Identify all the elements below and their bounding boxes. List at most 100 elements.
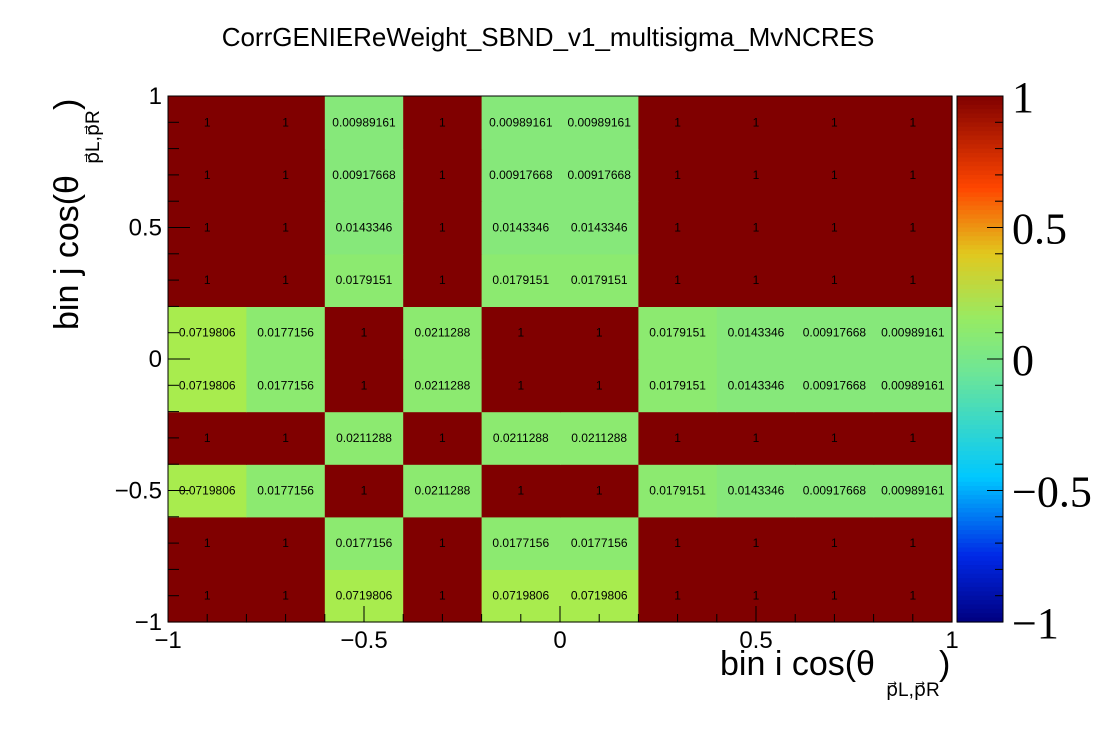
- heatmap-cell: [873, 306, 953, 360]
- color-scale-segment: [957, 223, 1003, 229]
- color-scale-segment: [957, 170, 1003, 176]
- color-scale-segment: [957, 424, 1003, 430]
- heatmap-cell: [246, 306, 326, 360]
- color-scale-segment: [957, 521, 1003, 527]
- cell-value-label: 0.00917668: [332, 168, 396, 182]
- color-scale-segment: [957, 201, 1003, 207]
- color-scale-segment: [957, 617, 1003, 623]
- heatmap-cell: [168, 253, 247, 307]
- color-scale-segment: [957, 499, 1003, 505]
- color-scale-segment: [957, 122, 1003, 128]
- y-tick-label: 1: [149, 83, 162, 110]
- cell-value-label: 0.00989161: [567, 115, 631, 129]
- color-scale-segment: [957, 157, 1003, 163]
- color-scale-segment: [957, 407, 1003, 413]
- heatmap-cell: [873, 96, 953, 150]
- heatmap-cell: [481, 201, 561, 255]
- cell-value-label: 1: [596, 484, 603, 498]
- color-scale-segment: [957, 249, 1003, 255]
- color-scale-segment: [957, 227, 1003, 233]
- heatmap-cell: [873, 148, 953, 202]
- color-scale-segment: [957, 302, 1003, 307]
- color-scale-segment: [957, 451, 1003, 457]
- cell-value-label: 1: [831, 431, 838, 445]
- color-scale-segment: [957, 415, 1003, 421]
- cell-value-label: 1: [439, 589, 446, 603]
- cell-value-label: 1: [439, 536, 446, 550]
- cell-value-label: 1: [674, 431, 681, 445]
- y-axis-title: bin j cos(θ p⃗L,p⃗R ): [48, 99, 104, 330]
- heatmap-cell: [873, 411, 953, 465]
- heatmap-cell: [716, 464, 796, 518]
- heatmap-cell: [873, 253, 953, 307]
- heatmap-cell: [403, 201, 483, 255]
- heatmap-cell: [873, 359, 953, 413]
- heatmap-cell: [716, 411, 796, 465]
- color-scale-segment: [957, 306, 1003, 312]
- color-scale-segment: [957, 411, 1003, 417]
- color-scale-segment: [957, 446, 1003, 452]
- color-scale-label: −0.5: [1012, 468, 1092, 517]
- color-scale-segment: [957, 345, 1003, 351]
- color-scale-segment: [957, 262, 1003, 268]
- x-tick-label: 0: [553, 627, 566, 654]
- heatmap-cell: [560, 253, 639, 307]
- color-scale-segment: [957, 341, 1003, 347]
- heatmap-cell: [795, 201, 875, 255]
- y-axis-title-sub: p⃗L,p⃗R: [83, 110, 104, 164]
- heatmap-cell: [560, 411, 639, 465]
- color-scale-segment: [957, 253, 1003, 259]
- color-scale-segment: [957, 543, 1003, 549]
- color-scale-segment: [957, 459, 1003, 465]
- color-scale-segment: [957, 161, 1003, 167]
- cell-value-label: 1: [753, 536, 760, 550]
- cell-value-label: 0.00917668: [803, 378, 867, 392]
- cell-value-label: 1: [909, 168, 916, 182]
- cell-value-label: 1: [909, 115, 916, 129]
- color-scale-segment: [957, 152, 1003, 158]
- cell-value-label: 1: [517, 378, 524, 392]
- color-scale-segment: [957, 547, 1003, 553]
- cell-value-label: 0.0177156: [492, 536, 549, 550]
- cell-value-label: 0.0143346: [728, 326, 785, 340]
- color-scale-segment: [957, 481, 1003, 487]
- cell-value-label: 0.0211288: [493, 431, 549, 445]
- heatmap-cell: [481, 306, 561, 360]
- cell-value-label: 0.0211288: [414, 326, 470, 340]
- cell-value-label: 1: [204, 221, 211, 235]
- cell-value-label: 1: [204, 273, 211, 287]
- color-scale-segment: [957, 275, 1003, 281]
- heatmap-cell: [168, 306, 247, 360]
- cell-value-label: 1: [674, 589, 681, 603]
- color-scale-segment: [957, 280, 1003, 286]
- heatmap-cell: [168, 359, 247, 413]
- heatmap-cell: [795, 96, 875, 150]
- heatmap-cell: [481, 148, 561, 202]
- heatmap-cell: [716, 359, 796, 413]
- cell-value-label: 1: [909, 221, 916, 235]
- heatmap-cell: [873, 516, 953, 570]
- heatmap-cell: [560, 201, 639, 255]
- cell-value-label: 0.0719806: [571, 589, 628, 603]
- heatmap-cell: [560, 148, 639, 202]
- color-scale-segment: [957, 174, 1003, 180]
- heatmap-cell: [873, 464, 953, 518]
- heatmap-cell: [638, 96, 718, 150]
- heatmap-cell: [403, 569, 483, 623]
- color-scale-label: 0.5: [1012, 205, 1067, 254]
- color-scale-segment: [957, 591, 1003, 597]
- heatmap-cell: [638, 201, 718, 255]
- heatmap-cell: [324, 359, 404, 413]
- cell-value-label: 1: [517, 484, 524, 498]
- x-tick-label: 1: [945, 627, 958, 654]
- cell-value-label: 1: [674, 115, 681, 129]
- color-scale-segment: [957, 420, 1003, 426]
- color-scale-segment: [957, 538, 1003, 544]
- heatmap-cell: [560, 569, 639, 623]
- cell-value-label: 0.0177156: [257, 378, 314, 392]
- cell-value-label: 0.0177156: [257, 326, 314, 340]
- color-scale-segment: [957, 288, 1003, 294]
- color-scale-segment: [957, 359, 1003, 364]
- cell-value-label: 1: [674, 168, 681, 182]
